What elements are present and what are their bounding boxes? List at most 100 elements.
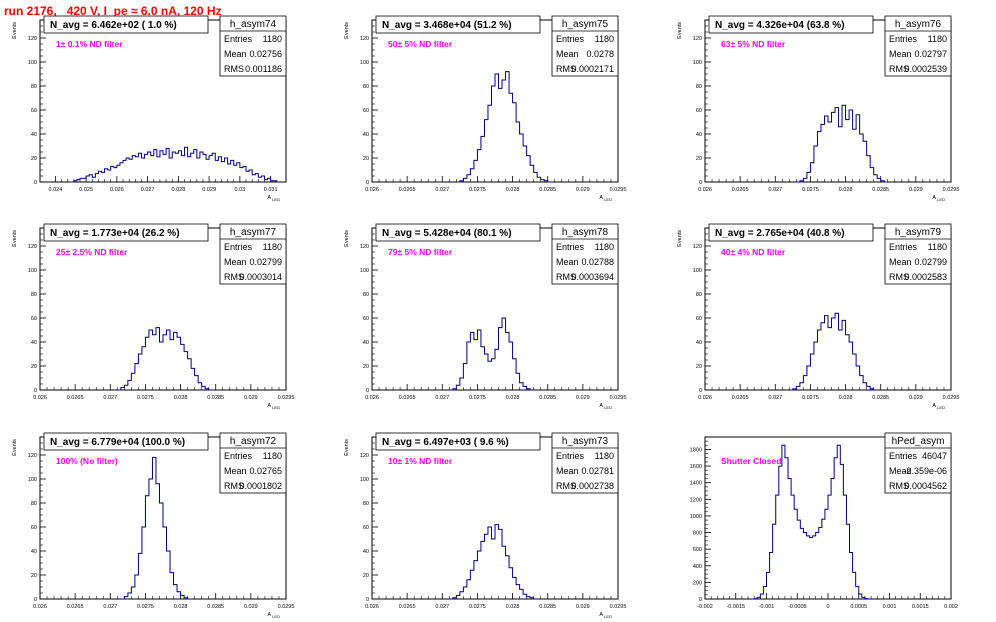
histogram-line	[70, 146, 280, 183]
x-tick-label: 0.027	[435, 187, 449, 193]
x-tick-label: 0.0265	[399, 395, 416, 401]
x-axis-label: A LED	[932, 195, 945, 202]
title-box	[43, 15, 209, 34]
x-tick-label: 0.0265	[399, 604, 416, 610]
y-tick-label: 120	[28, 36, 37, 42]
histogram-line	[117, 327, 213, 391]
x-tick-label: -0.0015	[726, 604, 745, 610]
stats-box	[884, 223, 952, 285]
y-tick-label: 120	[28, 244, 37, 250]
x-tick-label: -0.001	[759, 604, 775, 610]
x-tick-label: 0.0265	[732, 187, 749, 193]
y-tick-label: 80	[363, 84, 369, 90]
plot-title: N_avg = 2.765e+04 (40.8 %)	[715, 228, 845, 239]
x-tick-label: 0.027	[435, 395, 449, 401]
stats-value: 1180	[595, 34, 614, 44]
y-axis-label: Events	[12, 230, 18, 247]
y-tick-label: 0	[34, 597, 37, 603]
y-tick-label: 120	[360, 36, 369, 42]
histogram-line	[120, 456, 192, 600]
stats-box	[884, 15, 952, 77]
stats-box	[551, 15, 619, 77]
title-box	[375, 223, 541, 242]
y-tick-label: 600	[693, 547, 702, 553]
x-axis-label: A LED	[267, 612, 280, 619]
x-tick-label: 0.026	[698, 395, 712, 401]
y-tick-label: 80	[363, 501, 369, 507]
stats-value: 0.02797	[914, 49, 947, 59]
x-tick-label: 0.0285	[207, 395, 224, 401]
y-tick-label: 120	[360, 244, 369, 250]
x-tick-label: 0.0285	[872, 395, 889, 401]
plot-title: N_avg = 5.428e+04 (80.1 %)	[382, 228, 512, 239]
y-tick-label: 40	[696, 340, 702, 346]
x-tick-label: 0.0285	[539, 604, 556, 610]
stats-label: Entries	[889, 451, 918, 461]
y-tick-label: 1400	[690, 481, 702, 487]
y-tick-label: 80	[363, 292, 369, 298]
x-tick-label: 0.0285	[539, 187, 556, 193]
stats-box	[551, 432, 619, 494]
x-tick-label: 0.025	[79, 187, 93, 193]
stats-label: Mean	[556, 49, 579, 59]
title-box	[43, 223, 209, 242]
title-box	[708, 223, 874, 242]
y-tick-label: 60	[363, 525, 369, 531]
y-tick-label: 40	[696, 132, 702, 138]
filter-annotation: 25± 2.5% ND filter	[56, 247, 128, 257]
stats-histogram-name: h_asym77	[230, 227, 277, 238]
y-tick-label: 20	[363, 156, 369, 162]
stats-value: 0.001186	[245, 64, 282, 74]
stats-label: Mean	[889, 257, 912, 267]
stats-value: -2.359e-06	[903, 466, 947, 476]
y-tick-label: 60	[696, 316, 702, 322]
y-axis-label: Events	[12, 439, 18, 456]
filter-annotation: 63± 5% ND filter	[721, 39, 786, 49]
stats-label: Entries	[556, 34, 585, 44]
x-tick-label: 0.027	[768, 395, 782, 401]
y-tick-label: 100	[28, 268, 37, 274]
x-axis-label: A LED	[599, 403, 612, 410]
y-tick-label: 60	[31, 108, 37, 114]
stats-box	[219, 432, 287, 494]
stats-value: 0.02799	[249, 257, 282, 267]
stats-histogram-name: h_asym76	[895, 19, 942, 30]
x-axis-label: A LED	[267, 195, 280, 202]
histogram-panel-h_asym76: 0 20 40 60 80 100 120 0.026 0.0265 0.027 0.0275 0.0…	[677, 15, 959, 202]
stats-label: Entries	[889, 242, 918, 252]
y-tick-label: 60	[696, 108, 702, 114]
y-tick-label: 20	[31, 156, 37, 162]
y-tick-label: 100	[693, 268, 702, 274]
x-tick-label: 0.029	[202, 187, 216, 193]
y-tick-label: 0	[366, 388, 369, 394]
stats-label: Entries	[224, 34, 253, 44]
x-tick-label: 0.027	[141, 187, 155, 193]
stats-label: Entries	[224, 242, 253, 252]
stats-label: RMS	[224, 272, 244, 282]
x-tick-label: 0.002	[944, 604, 958, 610]
y-tick-label: 100	[360, 268, 369, 274]
x-tick-label: 0.029	[909, 395, 923, 401]
filter-annotation: 1± 0.1% ND filter	[56, 39, 123, 49]
histogram-panel-h_asym75: 0 20 40 60 80 100 120 0.026 0.0265 0.027 0.0275 0.0…	[344, 15, 626, 202]
plot-title: N_avg = 1.773e+04 (26.2 %)	[50, 228, 180, 239]
y-tick-label: 200	[693, 580, 702, 586]
plot-title: N_avg = 4.326e+04 (63.8 %)	[715, 20, 845, 31]
x-tick-label: 0.031	[264, 187, 278, 193]
stats-value: 1180	[595, 242, 614, 252]
x-tick-label: 0.0265	[399, 187, 416, 193]
y-axis-label: Events	[344, 230, 350, 247]
y-tick-label: 40	[31, 132, 37, 138]
stats-label: RMS	[556, 272, 576, 282]
x-tick-label: 0.0275	[802, 187, 819, 193]
y-axis-label: Events	[344, 22, 350, 39]
stats-label: Mean	[556, 466, 579, 476]
y-tick-label: 40	[363, 132, 369, 138]
y-tick-label: 20	[363, 573, 369, 579]
x-tick-label: 0.0275	[469, 187, 486, 193]
stats-label: Mean	[224, 49, 247, 59]
title-box	[43, 432, 209, 451]
y-tick-label: 40	[31, 549, 37, 555]
title-box	[708, 15, 874, 34]
